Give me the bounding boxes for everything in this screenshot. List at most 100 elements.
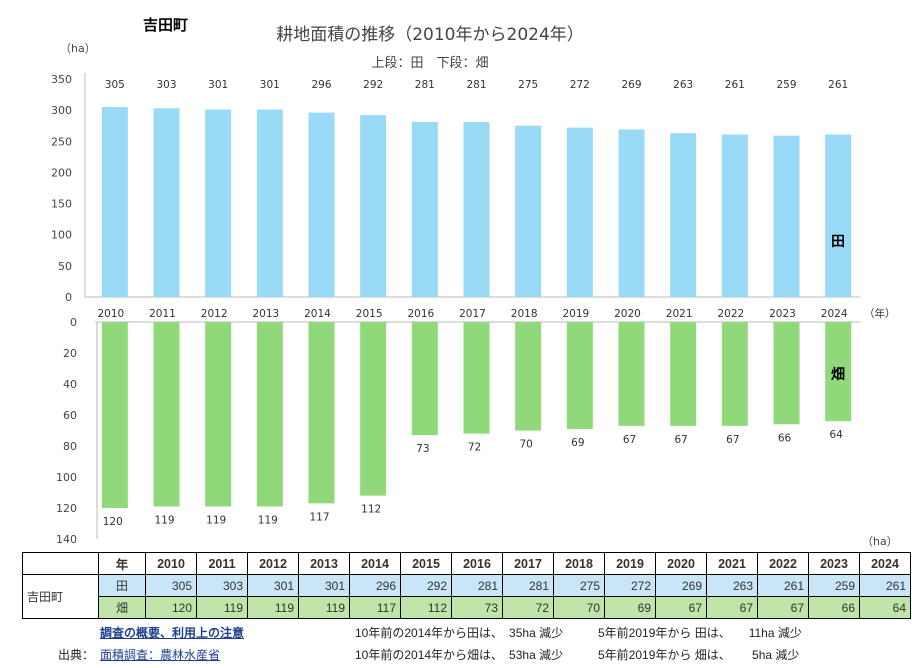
rice-value-label: 281 — [415, 79, 435, 91]
table-cell: 305 — [145, 574, 197, 597]
year-header-cell: 2019 — [604, 552, 656, 575]
table-cell: 72 — [502, 596, 554, 619]
table-cell: 67 — [757, 596, 809, 619]
table-town-cell: 吉田町 — [22, 574, 99, 619]
table-cell: 292 — [400, 574, 452, 597]
field-value-label: 73 — [416, 443, 429, 455]
field-value-label: 72 — [468, 442, 481, 454]
field-value-label: 117 — [309, 511, 329, 523]
x-tick-label: 2010 — [97, 308, 124, 320]
bottom-y-tick-label: 100 — [56, 471, 77, 484]
top-y-tick-label: 150 — [51, 198, 72, 211]
rice-value-label: 281 — [466, 79, 486, 91]
table-cell: 112 — [400, 596, 452, 619]
table-cell: 281 — [451, 574, 503, 597]
rice-value-label: 301 — [208, 79, 228, 91]
x-tick-label: 2013 — [252, 308, 279, 320]
survey-notes-link[interactable]: 調査の概要、利用上の注意 — [100, 626, 245, 640]
x-tick-label: 2011 — [149, 308, 176, 320]
field-value-label: 64 — [829, 429, 843, 441]
field-bar — [308, 322, 335, 504]
table-cell: 303 — [196, 574, 248, 597]
field-value-label: 67 — [726, 434, 739, 446]
year-header-cell: 2016 — [451, 552, 503, 575]
bottom-y-tick-label: 120 — [56, 502, 77, 515]
table-cell: 269 — [655, 574, 707, 597]
rice-bar — [773, 135, 800, 297]
field-series-label: 畑 — [830, 367, 845, 383]
rice-change-5y: 5年前2019年から 田は、 11ha 減少 — [598, 626, 802, 640]
rice-bar — [566, 127, 593, 297]
table-cell: 119 — [247, 596, 299, 619]
year-header-cell: 2012 — [247, 552, 299, 575]
row-label-field: 畑 — [98, 596, 146, 619]
rice-bar — [153, 108, 180, 297]
year-header-cell: 2014 — [349, 552, 401, 575]
field-value-label: 119 — [206, 514, 226, 526]
rice-value-label: 259 — [776, 79, 796, 91]
year-header-cell: 2017 — [502, 552, 554, 575]
field-bar — [463, 322, 490, 434]
data-table: 年 2010 2011 2012 2013 2014 2015 2016 201… — [22, 552, 911, 619]
source-link[interactable]: 面積調査：農林水産省 — [100, 648, 221, 662]
bottom-y-tick-label: 20 — [63, 347, 77, 360]
table-row-rice: 吉田町 田 305 303 301 301 296 292 281 281 27… — [22, 574, 911, 619]
table-cell: 64 — [859, 596, 911, 619]
x-tick-label: 2014 — [304, 308, 331, 320]
top-y-tick-label: 250 — [51, 135, 72, 148]
top-y-tick-label: 300 — [51, 104, 72, 117]
table-cell: 119 — [298, 596, 350, 619]
rice-bar — [411, 121, 438, 297]
table-cell: 73 — [451, 596, 503, 619]
rice-bar — [205, 109, 232, 298]
table-cell: 259 — [808, 574, 860, 597]
field-value-label: 119 — [258, 514, 278, 526]
field-bar — [670, 322, 697, 426]
table-cell: 281 — [502, 574, 554, 597]
field-bar — [256, 322, 283, 507]
year-header-cell: 2015 — [400, 552, 452, 575]
rice-value-label: 305 — [105, 79, 125, 91]
rice-value-label: 269 — [621, 79, 641, 91]
table-cell: 120 — [145, 596, 197, 619]
rice-value-label: 292 — [363, 79, 383, 91]
year-header-cell: 2011 — [196, 552, 248, 575]
field-value-label: 70 — [519, 439, 532, 451]
row-label-rice: 田 — [98, 574, 146, 597]
field-bar — [566, 322, 593, 429]
field-value-label: 112 — [361, 504, 381, 516]
rice-bar — [463, 121, 490, 297]
table-cell: 66 — [808, 596, 860, 619]
table-cell: 301 — [247, 574, 299, 597]
chart-subtitle: 上段：田 下段：畑 — [371, 56, 489, 71]
rice-value-label: 301 — [260, 79, 280, 91]
rice-bar — [360, 115, 387, 297]
year-header-cell: 2021 — [706, 552, 758, 575]
unit-label-bottom: （ha） — [862, 535, 898, 548]
field-bar — [515, 322, 542, 431]
table-cell: 275 — [553, 574, 605, 597]
table-row-field: 畑 120 119 119 119 117 112 73 72 70 69 67… — [23, 596, 911, 619]
x-tick-label: 2024 — [821, 308, 848, 320]
rice-bar — [618, 129, 645, 297]
rice-bar — [256, 109, 283, 298]
rice-series-label: 田 — [831, 234, 845, 250]
field-value-label: 67 — [623, 434, 636, 446]
field-value-label: 66 — [778, 432, 792, 444]
top-y-tick-label: 0 — [65, 291, 72, 304]
x-tick-label: 2022 — [717, 308, 744, 320]
field-bar — [411, 322, 438, 436]
x-tick-label: 2018 — [511, 308, 538, 320]
bottom-y-tick-label: 40 — [63, 378, 77, 391]
x-tick-label: 2017 — [459, 308, 486, 320]
table-cell: 67 — [655, 596, 707, 619]
x-tick-label: 2020 — [614, 308, 641, 320]
rice-change-10y: 10年前の2014年から田は、 35ha 減少 — [355, 626, 564, 640]
x-tick-label: 2019 — [562, 308, 589, 320]
field-bar — [618, 322, 645, 426]
x-tick-label: 2016 — [407, 308, 434, 320]
rice-value-label: 261 — [725, 79, 745, 91]
field-bar — [773, 322, 800, 425]
rice-value-label: 272 — [570, 79, 590, 91]
field-change-10y: 10年前の2014年から畑は、 53ha 減少 — [355, 648, 564, 662]
